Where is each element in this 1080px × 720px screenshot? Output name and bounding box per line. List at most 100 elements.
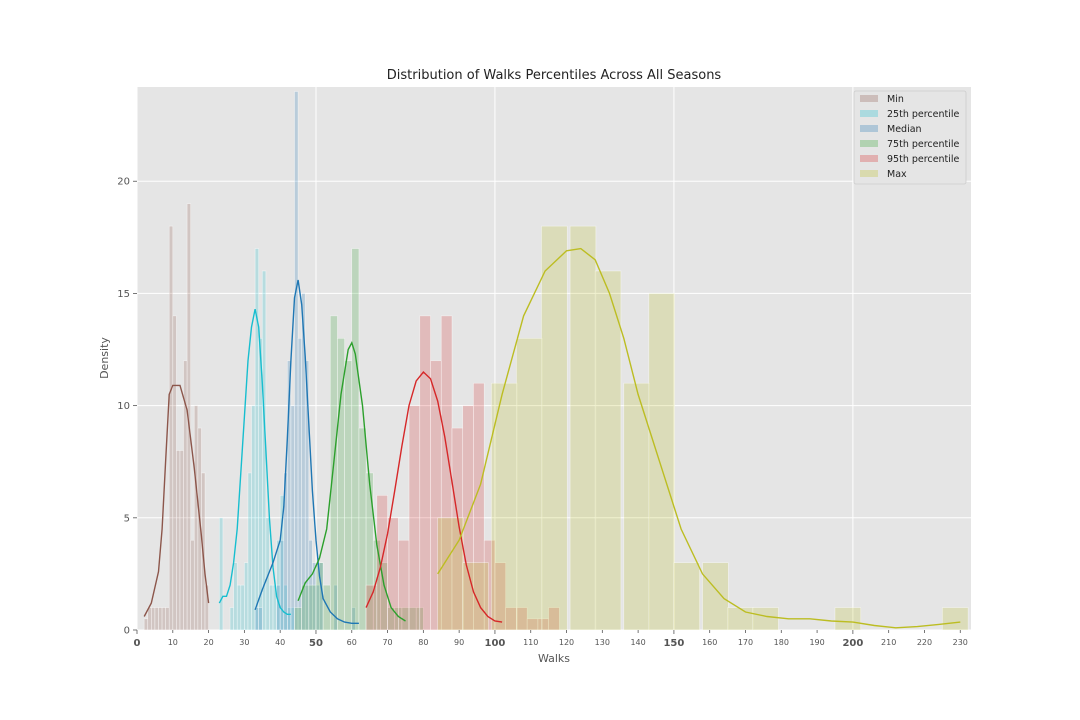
hist-bar: [240, 584, 245, 631]
hist-bar: [258, 607, 263, 631]
axis-ticks: 10 20 30 40 60 70 80 90 110 120 130 140 160 170 180 190…: [117, 177, 968, 649]
x-tick-label: 80: [418, 638, 428, 647]
legend-swatch: [860, 140, 878, 147]
hist-bar: [254, 248, 259, 631]
hist-bar: [301, 584, 310, 631]
x-tick-label: 150: [663, 638, 684, 649]
hist-bar: [290, 405, 295, 631]
hist-bar: [279, 539, 285, 631]
hist-bar: [151, 607, 156, 631]
hist-bar: [251, 405, 256, 631]
x-tick-label: 200: [842, 638, 863, 649]
hist-bar: [329, 315, 338, 631]
chart-title: Distribution of Walks Percentiles Across…: [387, 68, 722, 83]
hist-bar: [673, 562, 700, 631]
x-tick-label: 110: [523, 638, 538, 647]
hist-bar: [269, 584, 274, 631]
hist-bar: [594, 270, 622, 631]
hist-bar: [190, 539, 195, 631]
kde-line: [297, 341, 406, 622]
legend-swatch: [860, 95, 878, 102]
legend-label: 25th percentile: [887, 109, 960, 120]
x-tick-label: 10: [168, 638, 178, 647]
hist-bar: [437, 517, 464, 631]
legend-swatch: [860, 125, 878, 132]
legend-label: Min: [887, 94, 904, 105]
hist-bar: [179, 450, 184, 631]
hist-bar: [143, 618, 149, 631]
hist-bar: [727, 607, 754, 631]
legend-label: 75th percentile: [887, 139, 960, 150]
kde-line: [437, 247, 961, 629]
x-tick-label: 210: [881, 638, 896, 647]
hist-bar: [516, 338, 543, 631]
legend-label: Max: [887, 169, 907, 180]
hist-bar: [176, 450, 181, 631]
kde-line: [218, 308, 291, 615]
legend-swatch: [860, 155, 878, 162]
hist-bar: [408, 405, 421, 631]
hist-bar: [419, 315, 431, 631]
x-tick-label: 190: [809, 638, 824, 647]
histogram-bars: [143, 91, 969, 631]
hist-bar: [308, 584, 317, 631]
hist-bar: [752, 607, 779, 631]
hist-bar: [244, 562, 249, 631]
hist-bar: [165, 607, 170, 631]
legend: Min 25th percentile Median 75th percentile 9…: [853, 90, 967, 185]
y-tick-label: 5: [124, 513, 130, 524]
kde-line: [365, 370, 503, 623]
hist-bar: [297, 338, 302, 631]
hist-bar: [193, 405, 199, 631]
hist-bar: [294, 607, 302, 631]
hist-bar: [265, 517, 270, 631]
x-tick-label: 0: [134, 638, 141, 649]
legend-label: 95th percentile: [887, 154, 960, 165]
x-tick-label: 90: [454, 638, 464, 647]
hist-bar: [358, 427, 367, 631]
kde-line: [254, 279, 359, 624]
x-tick-label: 40: [275, 638, 285, 647]
x-tick-label: 130: [595, 638, 610, 647]
y-tick-label: 10: [117, 401, 130, 412]
hist-bar: [154, 607, 159, 631]
hist-bar: [344, 360, 353, 631]
hist-bar: [236, 584, 242, 631]
hist-bar: [247, 472, 252, 631]
y-axis-label: Density: [98, 337, 111, 379]
hist-bar: [158, 607, 163, 631]
hist-bar: [254, 607, 259, 631]
x-tick-label: 230: [953, 638, 968, 647]
hist-bar: [229, 607, 234, 631]
hist-bar: [172, 315, 177, 631]
hist-bar: [161, 607, 166, 631]
hist-bar: [702, 562, 729, 631]
x-tick-label: 160: [702, 638, 717, 647]
legend-swatch: [860, 110, 878, 117]
x-axis-label: Walks: [538, 652, 570, 665]
x-tick-label: 70: [382, 638, 392, 647]
y-tick-label: 15: [117, 289, 130, 300]
x-tick-label: 170: [738, 638, 753, 647]
hist-bar: [376, 495, 388, 631]
x-tick-label: 50: [309, 638, 323, 649]
kde-line: [143, 384, 210, 617]
plot-background: [137, 87, 971, 630]
x-tick-label: 20: [203, 638, 213, 647]
x-tick-label: 60: [347, 638, 357, 647]
x-tick-label: 180: [774, 638, 789, 647]
hist-bar: [233, 562, 238, 631]
hist-bar: [569, 225, 597, 631]
y-tick-label: 20: [117, 177, 130, 188]
hist-bar: [322, 584, 331, 631]
legend-label: Median: [887, 124, 922, 135]
hist-bar: [351, 248, 360, 631]
hist-bar: [219, 517, 224, 631]
hist-bar: [462, 562, 489, 631]
hist-bar: [623, 382, 650, 631]
hist-bar: [387, 517, 399, 631]
hist-bar: [397, 539, 410, 631]
x-tick-label: 120: [559, 638, 574, 647]
hist-bar: [365, 584, 378, 631]
